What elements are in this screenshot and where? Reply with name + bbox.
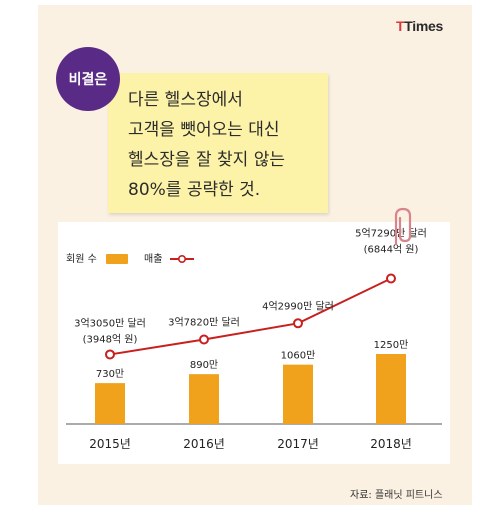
note-line-2: 고객을 뺏어오는 대신 bbox=[128, 120, 280, 140]
revenue-label-2016년-0: 3억7820만 달러 bbox=[168, 316, 240, 328]
revenue-point-2017년 bbox=[293, 318, 303, 329]
revenue-line bbox=[109, 277, 392, 356]
logo-rest: Times bbox=[404, 18, 443, 34]
revenue-point-2015년 bbox=[105, 349, 115, 360]
chart-card: 회원 수 매출 730만 890만 1060만 1250만 2015년 2016년 2017년 2… bbox=[58, 222, 450, 464]
note-line-1: 다른 헬스장에서 bbox=[128, 90, 243, 110]
revenue-label-2015년-1: (3948억 원) bbox=[83, 333, 138, 345]
revenue-label-2018년-1: (6844억 원) bbox=[364, 243, 419, 255]
paperclip-icon bbox=[394, 207, 412, 246]
bar-members-2015년 bbox=[95, 383, 125, 424]
badge-circle: 비결은 bbox=[56, 47, 120, 111]
x-tick-label-2018년: 2018년 bbox=[370, 437, 412, 451]
revenue-point-2016년 bbox=[199, 334, 209, 345]
badge-label: 비결은 bbox=[68, 72, 108, 88]
source-caption: 자료: 플래닛 피트니스 bbox=[350, 490, 443, 501]
revenue-label-2015년-0: 3억3050만 달러 bbox=[74, 317, 146, 329]
combo-chart: 회원 수 매출 730만 890만 1060만 1250만 2015년 2016년 2017년 2… bbox=[66, 227, 442, 451]
x-tick-label-2016년: 2016년 bbox=[183, 437, 225, 451]
x-tick-label-2015년: 2015년 bbox=[89, 437, 131, 451]
bar-label-2016년: 890만 bbox=[190, 359, 218, 371]
bar-label-2017년: 1060만 bbox=[281, 350, 316, 362]
bar-label-2018년: 1250만 bbox=[374, 339, 409, 351]
note-line-3: 헬스장을 잘 찾지 않는 bbox=[128, 150, 285, 170]
ttimes-logo: TTimes bbox=[396, 18, 443, 34]
revenue-point-2018년 bbox=[386, 273, 396, 284]
bar-members-2018년 bbox=[376, 354, 406, 424]
logo-t: T bbox=[396, 18, 405, 34]
legend-revenue-label: 매출 bbox=[144, 253, 162, 265]
sticky-note: 다른 헬스장에서 고객을 뺏어오는 대신 헬스장을 잘 찾지 않는 80%를 공… bbox=[108, 73, 328, 213]
note-line-4: 80%를 공략한 것. bbox=[128, 180, 261, 200]
bar-members-2016년 bbox=[189, 374, 219, 424]
x-tick-label-2017년: 2017년 bbox=[277, 437, 319, 451]
bar-members-2017년 bbox=[283, 364, 313, 424]
legend-members-label: 회원 수 bbox=[66, 253, 97, 265]
bar-label-2015년: 730만 bbox=[96, 368, 124, 380]
legend-members-swatch bbox=[106, 254, 128, 264]
legend-revenue-marker bbox=[178, 254, 187, 263]
revenue-label-2017년-0: 4억2990만 달러 bbox=[262, 300, 334, 312]
